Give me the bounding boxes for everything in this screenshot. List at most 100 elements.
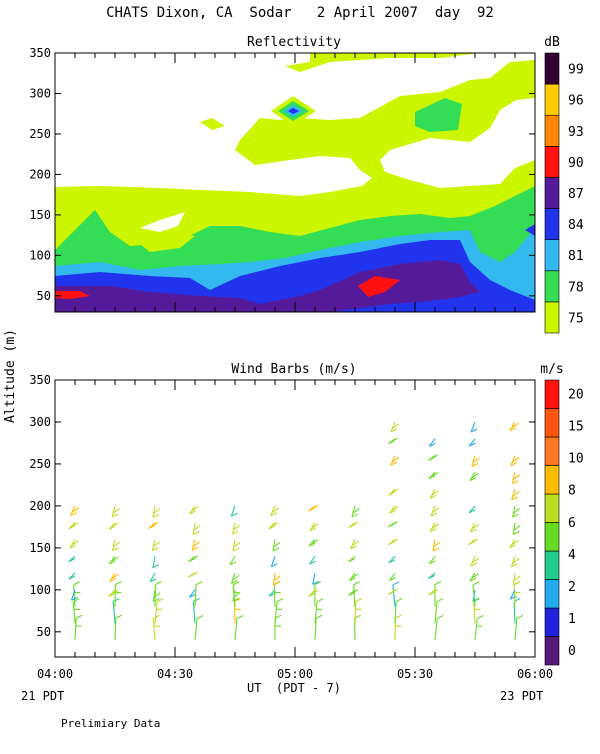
refl-colorbar-label-87: 87 [568,187,584,202]
wind-barb [389,556,395,563]
wind-barb [431,506,439,516]
wind-barb [69,523,78,529]
wind-barb [152,539,159,550]
refl-colorbar-swatch-2 [545,240,559,271]
wind-barb [271,506,279,516]
wind-barb [430,489,438,498]
refl-colorbar-label-75: 75 [568,311,584,326]
x-tick-label-0530: 05:30 [397,667,433,681]
wind-barb [271,556,277,566]
wind-barb [149,523,158,529]
wind-colorbar-swatch-1 [545,608,559,637]
refl-ytick-label-50: 50 [37,289,51,303]
wind-barb [315,615,322,640]
wind-barb [428,455,437,460]
wind-barb [355,598,362,623]
wind-barb [469,439,475,446]
wind-barb [273,539,280,551]
wind-barb [74,582,81,607]
wind-barb [510,590,516,599]
wind-barb [230,556,236,564]
wind-barb [192,539,199,550]
x-tick-label-0500: 05:00 [277,667,313,681]
wind-barb [388,522,397,527]
wind-barb [69,556,75,561]
wind-colorbar-swatch-8 [545,409,559,438]
wind-barb [193,599,199,624]
wind-barb [429,573,435,578]
wind-colorbar-swatch-7 [545,437,559,466]
wind-barb [395,599,402,624]
refl-colorbar-swatch-4 [545,177,559,208]
wind-ytick-label-250: 250 [29,457,51,471]
wind-barb [349,573,358,581]
reflectivity-title: Reflectivity [247,35,341,50]
x-tick-label-0400: 04:00 [37,667,73,681]
wind-barb [389,539,398,545]
wind-barb [429,472,438,478]
refl-colorbar-swatch-3 [545,209,559,240]
wind-barb [153,615,160,640]
wind-barb [351,539,359,548]
wind-barb [352,506,360,517]
wind-barb [349,556,355,562]
wind-colorbar-swatch-2 [545,580,559,609]
wind-barb [433,539,440,551]
refl-colorbar-swatch-1 [545,271,559,302]
refl-colorbar-swatch-8 [545,53,559,84]
x-axis-label: UT (PDT - 7) [247,681,341,695]
wind-barb [75,615,82,640]
wind-ytick-label-50: 50 [37,625,51,639]
wind-barb [309,590,318,597]
wind-barb [70,539,79,548]
wind-colorbar-label-15: 15 [568,420,584,435]
wind-barb [235,615,243,640]
refl-colorbar-label-78: 78 [568,280,584,295]
wind-colorbar-label-2: 2 [568,580,576,595]
figure-title: CHATS Dixon, CA Sodar 2 April 2007 day 9… [106,5,494,21]
wind-barb [348,522,357,528]
x-tick-label-0600: 06:00 [517,667,553,681]
wind-barb [391,456,399,466]
wind-barb [429,439,435,447]
wind-plot-frame [55,380,535,657]
wind-barb [112,506,119,517]
wind-barb [115,582,121,607]
refl-colorbar-swatch-5 [545,146,559,177]
wind-barb [190,506,199,514]
wind-barb [435,599,443,624]
wind-barb [269,523,278,529]
wind-barb [354,582,360,607]
wind-barb [69,573,75,579]
x-tick-label-0430: 04:30 [157,667,193,681]
wind-barb [233,539,240,551]
preliminary-note: Prelimiary Data [61,717,160,730]
wind-barb [430,523,438,532]
wind-barb [435,582,441,607]
wind-colorbar-label-8: 8 [568,484,576,499]
refl-ytick-label-150: 150 [29,208,51,222]
wind-barb [514,582,520,607]
wind-ytick-label-100: 100 [29,583,51,597]
wind-barb [470,523,478,532]
wind-barb [195,615,203,640]
wind-barb [389,573,395,580]
refl-ytick-label-250: 250 [29,127,51,141]
wind-barb [309,539,318,546]
wind-barb [231,506,237,516]
wind-barb [512,472,519,483]
refl-colorbar-label-99: 99 [568,63,584,78]
wind-barb [472,456,480,467]
wind-ytick-label-150: 150 [29,541,51,555]
wind-colorbar-unit: m/s [540,362,563,377]
wind-colorbar-swatch-9 [545,380,559,409]
y-axis-label: Altitude (m) [3,329,18,423]
wind-barb [233,523,240,534]
wind-barb [475,616,483,641]
wind-barb [389,489,398,495]
refl-colorbar-label-90: 90 [568,156,584,171]
wind-barb [109,523,118,530]
